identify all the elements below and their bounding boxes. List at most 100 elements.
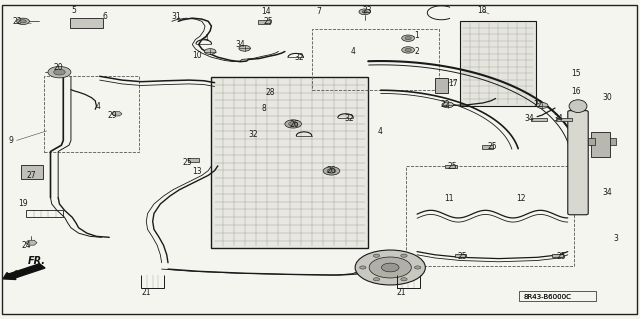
Text: 18: 18: [477, 6, 486, 15]
Text: 10: 10: [192, 51, 202, 60]
Text: 25: 25: [458, 252, 467, 261]
Bar: [591, 132, 610, 157]
Text: 9: 9: [8, 136, 13, 145]
Circle shape: [289, 122, 298, 126]
Text: 15: 15: [571, 69, 580, 78]
Circle shape: [401, 254, 407, 257]
Text: 8R43-B6000C: 8R43-B6000C: [523, 294, 571, 300]
Circle shape: [17, 18, 29, 25]
Text: 16: 16: [571, 87, 580, 96]
Text: 25: 25: [448, 162, 458, 171]
Text: 34: 34: [236, 40, 246, 49]
Text: 22: 22: [12, 17, 22, 26]
Text: 5: 5: [71, 6, 76, 15]
Text: 4: 4: [95, 102, 100, 111]
Bar: [610, 138, 616, 145]
Text: 34: 34: [524, 114, 534, 123]
Circle shape: [355, 250, 426, 285]
Text: 24: 24: [21, 241, 31, 250]
Text: 4: 4: [204, 34, 209, 43]
Text: 25: 25: [264, 17, 273, 26]
Text: 4: 4: [378, 127, 382, 136]
Text: 17: 17: [448, 79, 458, 88]
Circle shape: [323, 167, 340, 175]
Circle shape: [285, 120, 301, 128]
Polygon shape: [112, 112, 122, 116]
Circle shape: [362, 11, 367, 13]
Text: 25: 25: [487, 142, 497, 151]
Text: 8R43-B6000C: 8R43-B6000C: [523, 294, 571, 300]
Bar: [21, 165, 44, 179]
Text: 12: 12: [516, 194, 526, 203]
Text: 31: 31: [172, 12, 182, 21]
Bar: [70, 18, 103, 28]
Text: 22: 22: [440, 100, 449, 109]
Circle shape: [204, 49, 216, 54]
Text: 8: 8: [261, 104, 266, 113]
Text: 34: 34: [602, 188, 612, 197]
Text: 2: 2: [415, 47, 419, 56]
Text: 19: 19: [19, 199, 28, 208]
Circle shape: [54, 69, 65, 75]
Bar: [519, 291, 596, 301]
Circle shape: [381, 263, 399, 272]
Bar: [461, 21, 536, 106]
Text: 26: 26: [289, 120, 299, 129]
Polygon shape: [26, 240, 37, 245]
Circle shape: [405, 48, 412, 51]
Text: 32: 32: [344, 114, 354, 123]
FancyArrow shape: [3, 264, 45, 279]
Text: 23: 23: [363, 6, 372, 15]
Bar: [258, 20, 269, 24]
Text: 21: 21: [397, 288, 406, 297]
Text: 4: 4: [351, 47, 356, 56]
Circle shape: [359, 9, 371, 15]
Text: FR.: FR.: [28, 256, 45, 266]
Circle shape: [369, 257, 412, 278]
Text: 22: 22: [534, 100, 543, 109]
Text: 25: 25: [556, 252, 566, 261]
Circle shape: [402, 47, 415, 53]
Circle shape: [373, 254, 380, 257]
Text: 6: 6: [103, 12, 108, 21]
Bar: [312, 29, 439, 90]
Text: 20: 20: [53, 63, 63, 72]
Bar: [552, 254, 563, 257]
Text: 29: 29: [108, 111, 118, 120]
Bar: [455, 254, 467, 257]
Text: 3: 3: [614, 234, 619, 243]
Circle shape: [536, 103, 548, 108]
Circle shape: [373, 278, 380, 281]
Text: 30: 30: [603, 93, 612, 102]
Circle shape: [415, 266, 421, 269]
Bar: [211, 77, 368, 249]
Bar: [188, 158, 199, 162]
Bar: [26, 210, 63, 217]
Text: 26: 26: [326, 166, 336, 175]
Circle shape: [442, 102, 454, 108]
Bar: [588, 138, 595, 145]
Text: 28: 28: [266, 88, 275, 97]
Bar: [435, 78, 448, 93]
Bar: [556, 118, 572, 122]
Circle shape: [405, 37, 412, 40]
Circle shape: [401, 278, 407, 281]
Text: 14: 14: [261, 7, 271, 16]
Text: 7: 7: [317, 7, 322, 16]
FancyBboxPatch shape: [568, 111, 588, 215]
Circle shape: [360, 266, 366, 269]
Text: 25: 25: [182, 158, 193, 167]
Bar: [406, 166, 573, 266]
Bar: [445, 165, 457, 168]
Bar: [481, 145, 493, 149]
Text: 13: 13: [192, 167, 202, 176]
Circle shape: [20, 20, 26, 23]
Text: 27: 27: [26, 171, 36, 180]
Circle shape: [402, 35, 415, 41]
Circle shape: [327, 169, 336, 173]
Bar: [531, 118, 547, 122]
Bar: [44, 76, 139, 152]
Circle shape: [239, 46, 250, 51]
Text: 32: 32: [248, 130, 258, 139]
Text: 11: 11: [445, 194, 454, 203]
